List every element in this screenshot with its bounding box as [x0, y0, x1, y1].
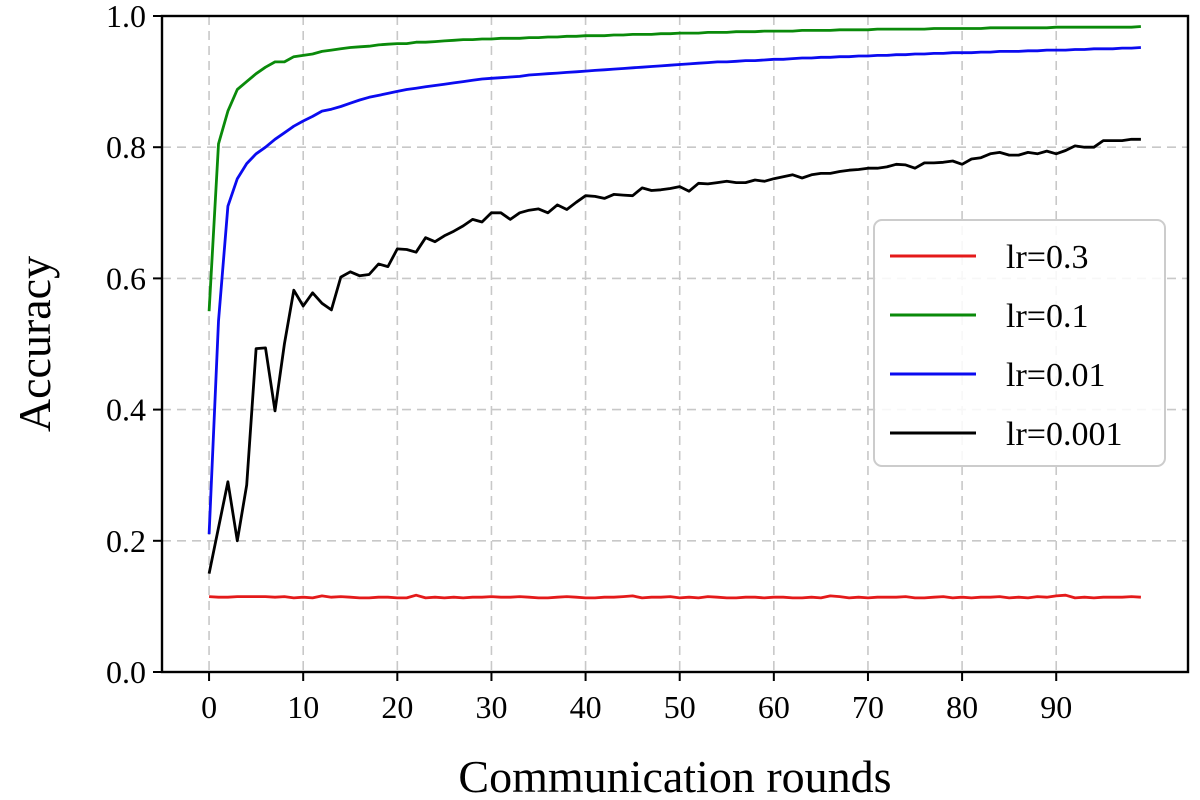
axis-ticks: [153, 15, 1058, 681]
legend-box: [873, 219, 1166, 467]
legend: lr=0.3 lr=0.1 lr=0.01 lr=0.001: [873, 219, 1166, 467]
x-tick-label: 20: [381, 689, 413, 725]
x-tick-label: 10: [287, 689, 319, 725]
y-tick-label: 0.6: [106, 260, 146, 296]
y-tick-label: 0.4: [106, 392, 146, 428]
x-tick-label: 80: [946, 689, 978, 725]
x-tick-label: 90: [1040, 689, 1072, 725]
x-tick-label: 50: [664, 689, 696, 725]
series-line-lr-0-1: [207, 25, 1142, 312]
legend-label: lr=0.3: [1006, 239, 1088, 276]
y-tick-label: 1.0: [106, 0, 146, 34]
legend-entries: lr=0.3 lr=0.1 lr=0.01 lr=0.001: [890, 239, 1122, 453]
series-line-lr-0-3: [209, 593, 1141, 600]
legend-label: lr=0.01: [1006, 357, 1105, 394]
plot-area-frame: [160, 14, 1190, 674]
y-tick-label: 0.0: [106, 654, 146, 690]
series-line-lr-0-01: [207, 46, 1141, 535]
series-lines: [207, 25, 1142, 600]
series-line-lr-0-001: [207, 137, 1141, 574]
x-tick-label: 60: [758, 689, 790, 725]
y-tick-label: 0.8: [106, 129, 146, 165]
x-tick-label: 40: [570, 689, 602, 725]
x-tick-label: 0: [201, 689, 217, 725]
x-tick-label: 30: [475, 689, 507, 725]
legend-label: lr=0.001: [1006, 416, 1122, 453]
y-tick-label: 0.2: [106, 523, 146, 559]
x-axis-title: Communication rounds: [458, 751, 891, 800]
tick-labels: 0 10 20 30 40 50 60 70 80 90 0.0 0.2 0.4 0.6 0.8 1.0: [106, 0, 1072, 725]
legend-label: lr=0.1: [1006, 298, 1088, 335]
y-axis-title: Accuracy: [9, 256, 60, 432]
x-tick-label: 70: [852, 689, 884, 725]
